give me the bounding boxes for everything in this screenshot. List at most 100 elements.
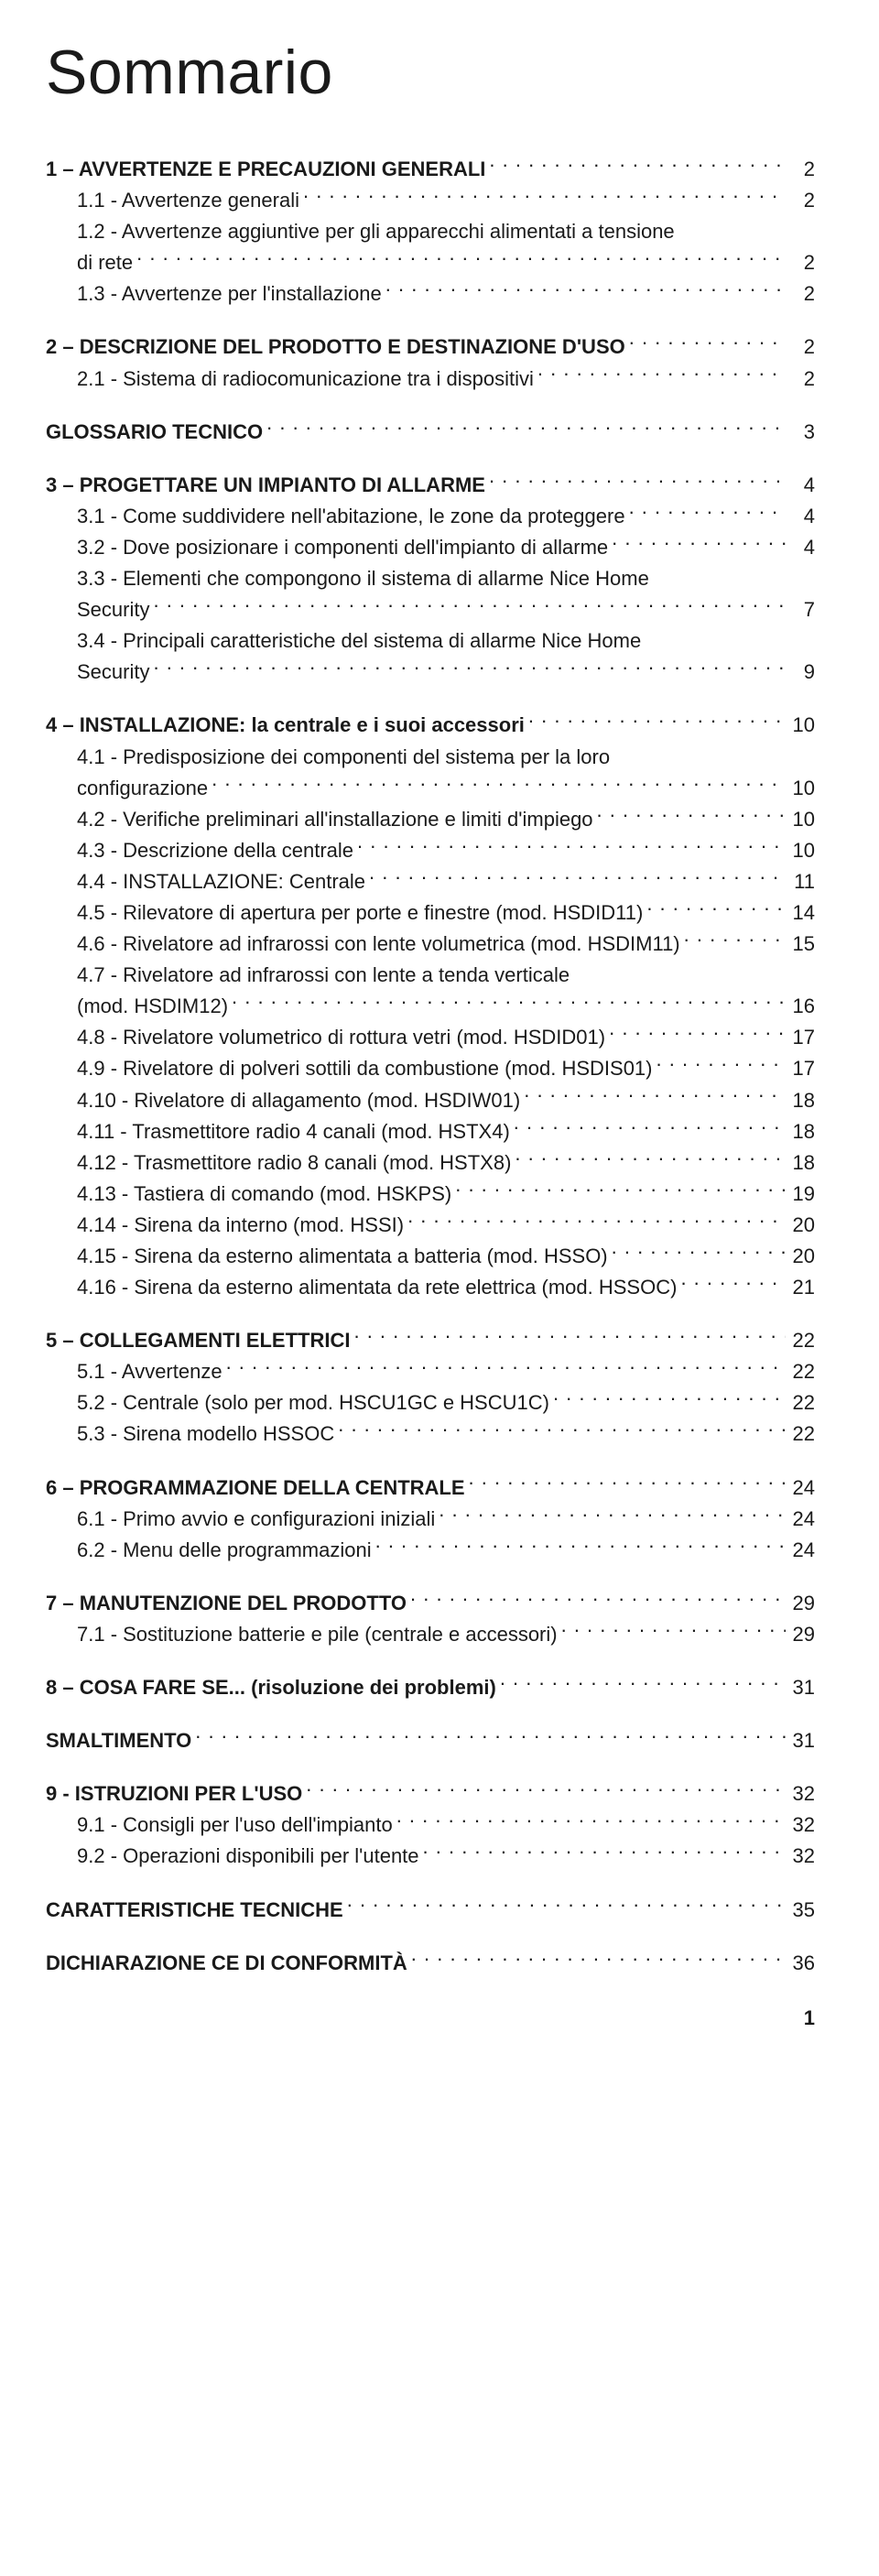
toc-leader-dots (153, 596, 786, 616)
toc-label: 4.16 - Sirena da esterno alimentata da r… (77, 1272, 677, 1303)
toc-entry: Security 9 (46, 657, 815, 688)
toc-leader-dots (646, 899, 786, 919)
toc-leader-dots (500, 1674, 786, 1694)
toc-leader-dots (153, 658, 786, 679)
toc-leader-dots (609, 1024, 786, 1044)
toc-entry: 5.3 - Sirena modello HSSOC 22 (46, 1418, 815, 1450)
toc-leader-dots (489, 156, 786, 176)
section-gap (46, 1566, 815, 1588)
section-gap (46, 310, 815, 332)
toc-leader-dots (375, 1537, 786, 1557)
section-gap (46, 448, 815, 470)
toc-entry-wrap: 4.1 - Predisposizione dei componenti del… (46, 742, 815, 773)
toc-leader-dots (306, 1780, 786, 1800)
toc-page: 32 (789, 1778, 815, 1810)
toc-page: 20 (789, 1210, 815, 1241)
toc-label: 5 – COLLEGAMENTI ELETTRICI (46, 1325, 350, 1356)
toc-leader-dots (347, 1897, 786, 1917)
toc-entry-wrap: 3.4 - Principali caratteristiche del sis… (46, 625, 815, 657)
toc-label: 4.8 - Rivelatore volumetrico di rottura … (77, 1022, 605, 1053)
toc-leader-dots (553, 1389, 786, 1409)
toc-entry: 4.8 - Rivelatore volumetrico di rottura … (46, 1022, 815, 1053)
toc-page: 22 (789, 1418, 815, 1450)
toc-label: SMALTIMENTO (46, 1725, 191, 1756)
toc-entry: 3.1 - Come suddividere nell'abitazione, … (46, 501, 815, 532)
toc-leader-dots (561, 1621, 786, 1641)
toc-label: 1 – AVVERTENZE E PRECAUZIONI GENERALI (46, 154, 485, 185)
toc-page: 24 (789, 1535, 815, 1566)
toc-label: 3 – PROGETTARE UN IMPIANTO DI ALLARME (46, 470, 485, 501)
toc-entry: 6.2 - Menu delle programmazioni 24 (46, 1535, 815, 1566)
toc-leader-dots (684, 930, 786, 951)
toc-page: 10 (789, 835, 815, 866)
toc-leader-dots (212, 775, 786, 795)
toc-label: 4.4 - INSTALLAZIONE: Centrale (77, 866, 365, 897)
toc-page: 29 (789, 1588, 815, 1619)
toc-label: 4.3 - Descrizione della centrale (77, 835, 353, 866)
toc-label: 4.7 - Rivelatore ad infrarossi con lente… (77, 963, 570, 986)
toc-entry: (mod. HSDIM12)16 (46, 991, 815, 1022)
toc-label: 4.11 - Trasmettitore radio 4 canali (mod… (77, 1116, 510, 1147)
toc-leader-dots (410, 1590, 786, 1610)
toc-leader-dots (469, 1474, 786, 1495)
section-gap (46, 1756, 815, 1778)
toc-label: 4.14 - Sirena da interno (mod. HSSI) (77, 1210, 404, 1241)
toc-entry: 1.3 - Avvertenze per l'installazione2 (46, 278, 815, 310)
toc-entry: Security7 (46, 594, 815, 625)
toc-entry: 4.11 - Trasmettitore radio 4 canali (mod… (46, 1116, 815, 1147)
toc-label: 3.3 - Elementi che compongono il sistema… (77, 567, 649, 590)
toc-label: di rete (77, 247, 133, 278)
toc-leader-dots (226, 1358, 786, 1378)
toc-label: 6.2 - Menu delle programmazioni (77, 1535, 372, 1566)
toc-page: 22 (789, 1387, 815, 1418)
toc-page: 32 (789, 1841, 815, 1872)
toc-entry: DICHIARAZIONE CE DI CONFORMITÀ36 (46, 1948, 815, 1979)
toc-leader-dots (407, 1212, 786, 1232)
toc-entry: 4.3 - Descrizione della centrale 10 (46, 835, 815, 866)
toc-page: 4 (789, 501, 815, 532)
toc-leader-dots (524, 1087, 786, 1107)
toc-label: 5.3 - Sirena modello HSSOC (77, 1418, 334, 1450)
toc-page: 2 (789, 185, 815, 216)
toc-entry-wrap: 3.3 - Elementi che compongono il sistema… (46, 563, 815, 594)
toc-entry: 2 – DESCRIZIONE DEL PRODOTTO E DESTINAZI… (46, 332, 815, 363)
section-gap (46, 1303, 815, 1325)
toc-leader-dots (303, 187, 786, 207)
toc-page: 9 (789, 657, 815, 688)
toc-page: 35 (789, 1895, 815, 1926)
toc-page: 18 (789, 1147, 815, 1179)
toc-label: 7.1 - Sostituzione batterie e pile (cent… (77, 1619, 558, 1650)
toc-entry: 4.4 - INSTALLAZIONE: Centrale11 (46, 866, 815, 897)
toc-leader-dots (597, 806, 786, 826)
toc-page: 2 (789, 332, 815, 363)
toc-entry: CARATTERISTICHE TECNICHE 35 (46, 1895, 815, 1926)
toc-entry: 4.16 - Sirena da esterno alimentata da r… (46, 1272, 815, 1303)
toc-entry: GLOSSARIO TECNICO3 (46, 417, 815, 448)
toc-leader-dots (515, 1149, 786, 1169)
toc-page: 2 (789, 364, 815, 395)
toc-leader-dots (423, 1842, 786, 1863)
toc-label: 9.1 - Consigli per l'uso dell'impianto (77, 1810, 393, 1841)
toc-entry: 8 – COSA FARE SE... (risoluzione dei pro… (46, 1672, 815, 1703)
toc-page: 7 (789, 594, 815, 625)
section-gap (46, 395, 815, 417)
toc-leader-dots (455, 1180, 786, 1201)
toc-leader-dots (266, 418, 786, 439)
toc-leader-dots (411, 1950, 786, 1970)
toc-page: 14 (789, 897, 815, 929)
toc-page: 18 (789, 1085, 815, 1116)
toc-label: 4.13 - Tastiera di comando (mod. HSKPS) (77, 1179, 451, 1210)
toc-page: 2 (789, 247, 815, 278)
toc-label: Security (77, 657, 149, 688)
toc-leader-dots (612, 1243, 786, 1263)
toc-entry: 4.10 - Rivelatore di allagamento (mod. H… (46, 1085, 815, 1116)
toc-label: 4.5 - Rilevatore di apertura per porte e… (77, 897, 643, 929)
toc-label: CARATTERISTICHE TECNICHE (46, 1895, 343, 1926)
toc-page: 31 (789, 1725, 815, 1756)
toc-entry: 4 – INSTALLAZIONE: la centrale e i suoi … (46, 710, 815, 741)
toc-label: 5.2 - Centrale (solo per mod. HSCU1GC e … (77, 1387, 549, 1418)
toc-label: 4.2 - Verifiche preliminari all'installa… (77, 804, 593, 835)
toc-entry: 9.2 - Operazioni disponibili per l'utent… (46, 1841, 815, 1872)
toc-leader-dots (612, 534, 786, 554)
section-gap (46, 1926, 815, 1948)
